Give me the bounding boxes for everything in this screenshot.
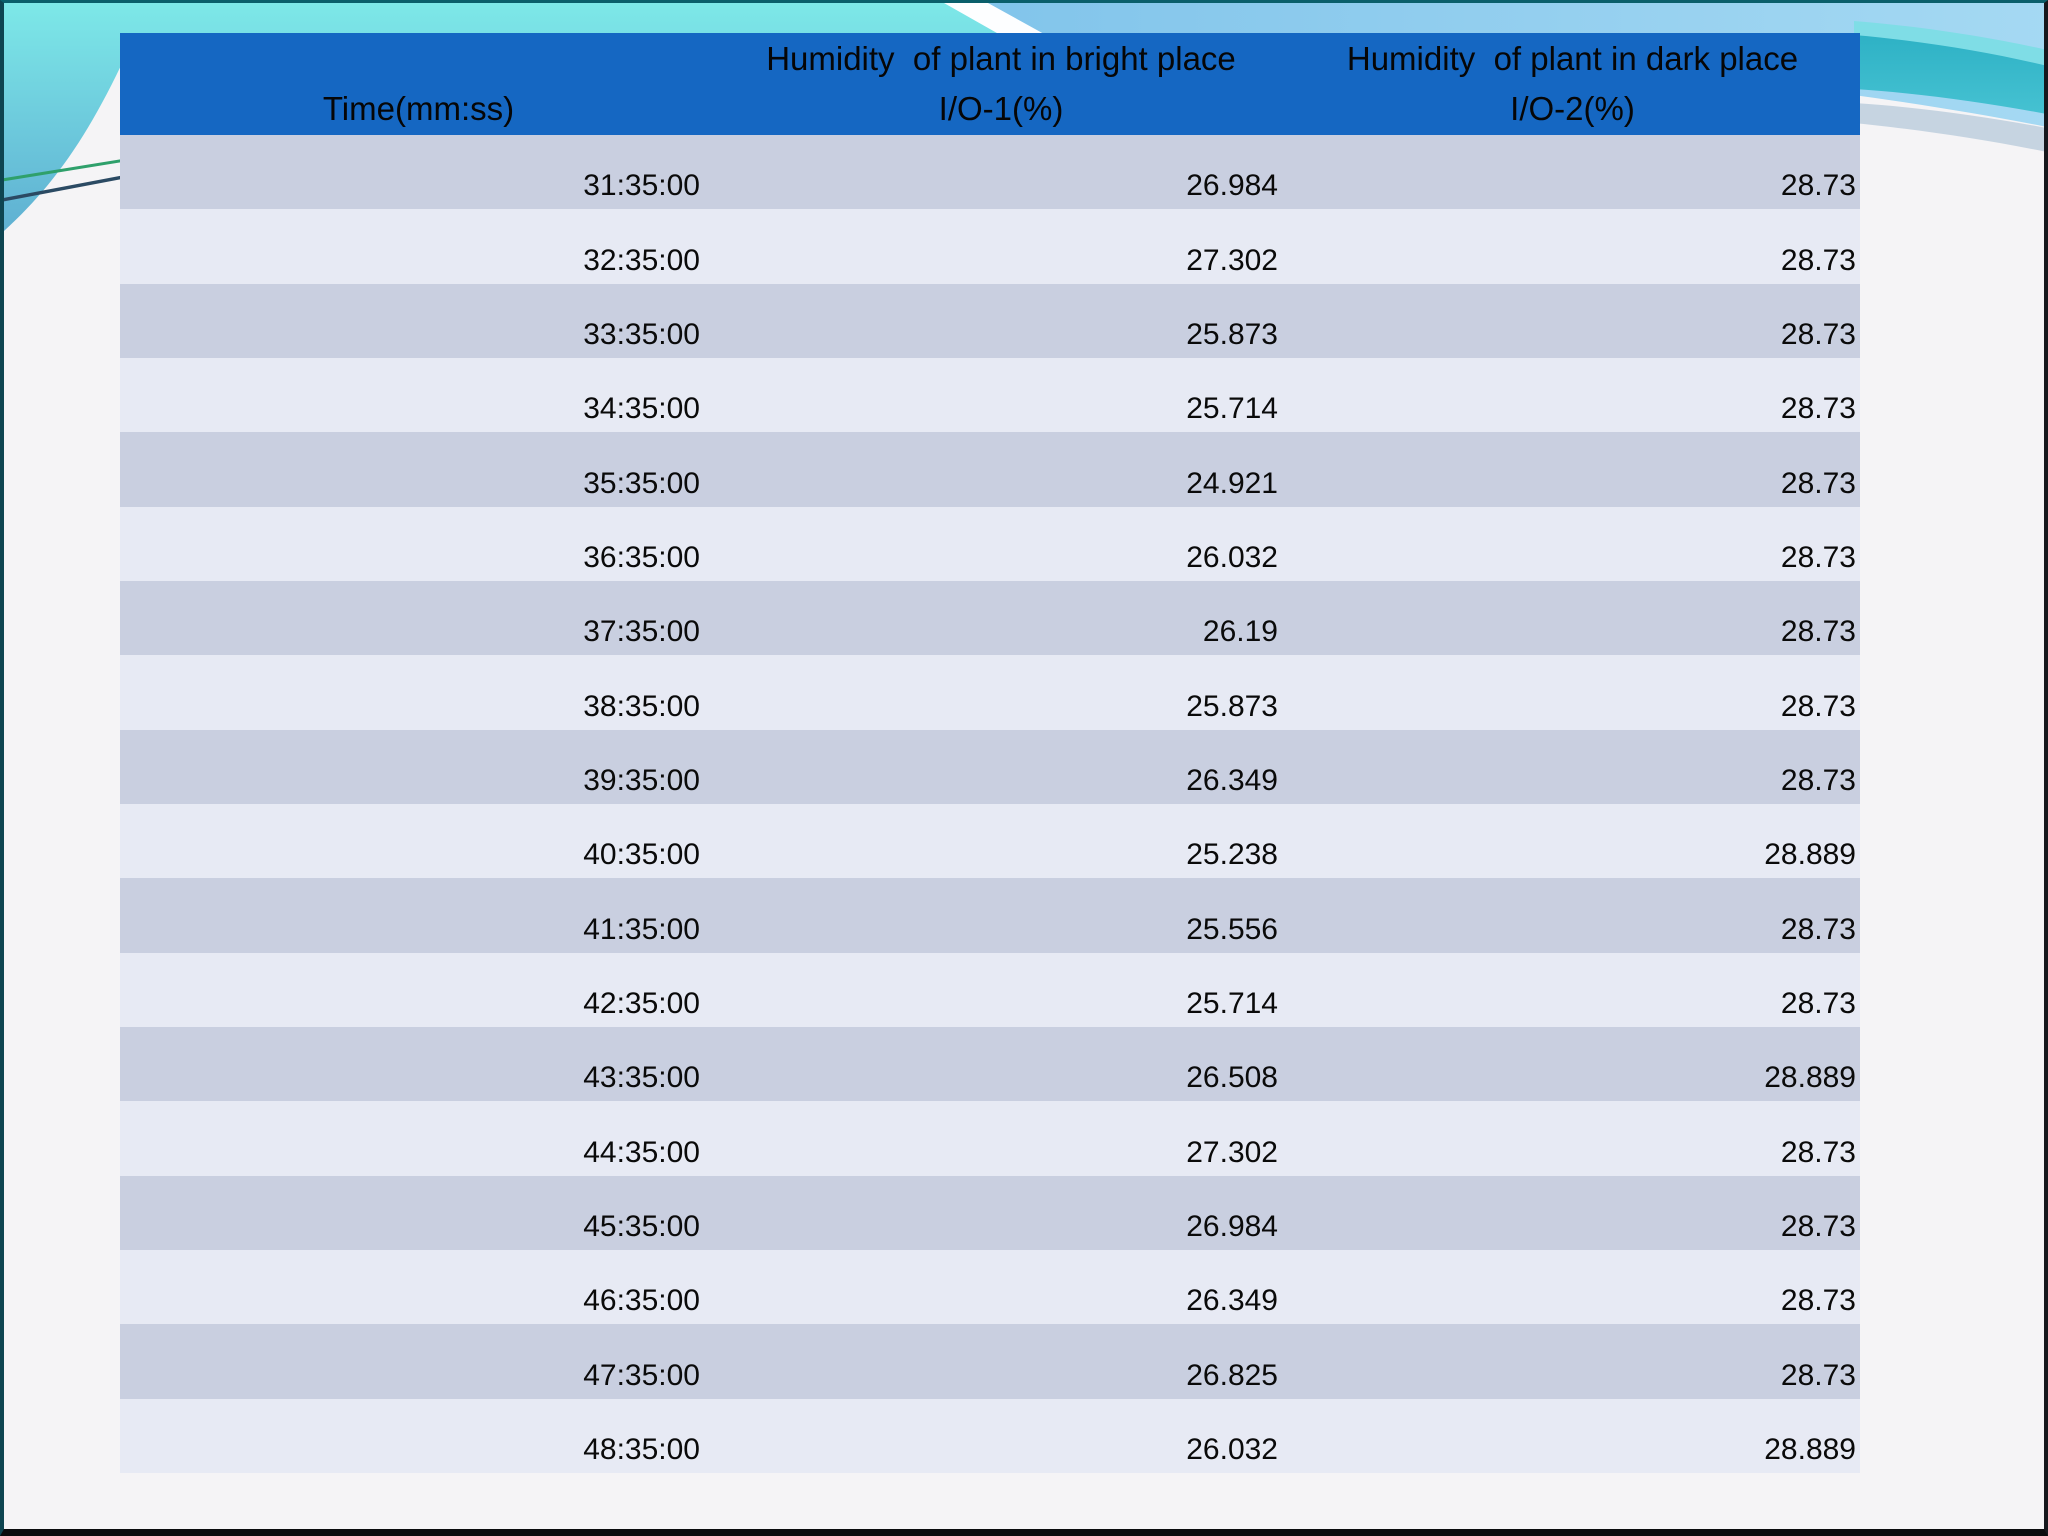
table-row: 44:35:00 27.302 28.73 <box>120 1101 1860 1176</box>
bright-humidity-cell: 26.032 <box>717 506 1285 581</box>
table-row: 37:35:00 26.19 28.73 <box>120 580 1860 656</box>
table-row: 32:35:00 27.302 28.73 <box>120 209 1860 284</box>
dark-humidity-cell: 28.73 <box>1285 1175 1860 1250</box>
time-cell: 46:35:00 <box>120 1249 717 1325</box>
dark-humidity-cell: 28.73 <box>1285 952 1860 1027</box>
time-cell: 34:35:00 <box>120 357 717 433</box>
bright-humidity-cell: 27.302 <box>717 209 1285 284</box>
col-header-time: Time(mm:ss) <box>120 33 717 135</box>
time-cell: 42:35:00 <box>120 952 717 1027</box>
dark-humidity-cell: 28.73 <box>1285 506 1860 581</box>
bright-humidity-cell: 25.873 <box>717 283 1285 358</box>
underband-shape <box>1854 103 2044 152</box>
bright-humidity-cell: 26.984 <box>717 1175 1285 1250</box>
table-row: 34:35:00 25.714 28.73 <box>120 357 1860 433</box>
dark-humidity-cell: 28.889 <box>1285 803 1860 879</box>
table-row: 38:35:00 25.873 28.73 <box>120 655 1860 730</box>
header-bright-line2: I/O-1(%) <box>938 89 1064 127</box>
table-row: 39:35:00 26.349 28.73 <box>120 729 1860 804</box>
accent-line-green <box>4 157 133 182</box>
time-cell: 33:35:00 <box>120 283 717 358</box>
time-cell: 48:35:00 <box>120 1398 717 1473</box>
table-body: 31:35:00 26.984 28.73 32:35:00 27.302 28… <box>120 135 1860 1473</box>
header-time-label: Time(mm:ss) <box>322 89 515 127</box>
time-cell: 31:35:00 <box>120 135 717 210</box>
bright-humidity-cell: 26.349 <box>717 1249 1285 1325</box>
time-cell: 35:35:00 <box>120 432 717 507</box>
aqua-corner-shape <box>4 3 1018 231</box>
header-dark-line2: I/O-2(%) <box>1510 89 1635 127</box>
header-bright-line1: Humidity of plant in bright place <box>766 40 1236 77</box>
time-cell: 32:35:00 <box>120 209 717 284</box>
dark-humidity-cell: 28.73 <box>1285 878 1860 953</box>
bright-humidity-cell: 26.825 <box>717 1324 1285 1399</box>
time-cell: 44:35:00 <box>120 1101 717 1176</box>
bright-humidity-cell: 26.349 <box>717 729 1285 804</box>
table-row: 48:35:00 26.032 28.889 <box>120 1398 1860 1473</box>
time-cell: 38:35:00 <box>120 655 717 730</box>
dark-humidity-cell: 28.73 <box>1285 135 1860 210</box>
dark-humidity-cell: 28.889 <box>1285 1398 1860 1473</box>
dark-humidity-cell: 28.73 <box>1285 209 1860 284</box>
bright-humidity-cell: 26.984 <box>717 135 1285 210</box>
dark-humidity-cell: 28.73 <box>1285 1324 1860 1399</box>
table-row: 47:35:00 26.825 28.73 <box>120 1324 1860 1399</box>
time-cell: 41:35:00 <box>120 878 717 953</box>
dark-humidity-cell: 28.73 <box>1285 580 1860 656</box>
bright-humidity-cell: 26.19 <box>717 580 1285 656</box>
time-cell: 47:35:00 <box>120 1324 717 1399</box>
table-row: 42:35:00 25.714 28.73 <box>120 952 1860 1027</box>
bright-humidity-cell: 25.714 <box>717 952 1285 1027</box>
table-row: 43:35:00 26.508 28.889 <box>120 1026 1860 1102</box>
time-cell: 39:35:00 <box>120 729 717 804</box>
col-header-dark: Humidity of plant in dark place I/O-2(%) <box>1285 33 1860 135</box>
bright-humidity-cell: 25.238 <box>717 803 1285 879</box>
bright-humidity-cell: 25.714 <box>717 357 1285 433</box>
dark-humidity-cell: 28.73 <box>1285 357 1860 433</box>
bright-humidity-cell: 26.032 <box>717 1398 1285 1473</box>
accent-line-dark <box>4 173 135 202</box>
bright-humidity-cell: 25.873 <box>717 655 1285 730</box>
table-row: 41:35:00 25.556 28.73 <box>120 878 1860 953</box>
table-row: 45:35:00 26.984 28.73 <box>120 1175 1860 1250</box>
dark-humidity-cell: 28.73 <box>1285 1249 1860 1325</box>
bright-humidity-cell: 27.302 <box>717 1101 1285 1176</box>
time-cell: 37:35:00 <box>120 580 717 656</box>
dark-humidity-cell: 28.73 <box>1285 432 1860 507</box>
table-row: 31:35:00 26.984 28.73 <box>120 135 1860 210</box>
dark-humidity-cell: 28.889 <box>1285 1026 1860 1102</box>
time-cell: 36:35:00 <box>120 506 717 581</box>
dark-humidity-cell: 28.73 <box>1285 729 1860 804</box>
bright-humidity-cell: 26.508 <box>717 1026 1285 1102</box>
table-row: 33:35:00 25.873 28.73 <box>120 283 1860 358</box>
teal-band-highlight <box>1854 21 2044 66</box>
dark-humidity-cell: 28.73 <box>1285 283 1860 358</box>
time-cell: 40:35:00 <box>120 803 717 879</box>
humidity-table: Time(mm:ss) Humidity of plant in bright … <box>120 33 1860 1473</box>
bright-humidity-cell: 24.921 <box>717 432 1285 507</box>
time-cell: 43:35:00 <box>120 1026 717 1102</box>
header-row: Time(mm:ss) Humidity of plant in bright … <box>120 33 1860 135</box>
col-header-bright: Humidity of plant in bright place I/O-1(… <box>717 33 1285 135</box>
dark-humidity-cell: 28.73 <box>1285 655 1860 730</box>
header-dark-line1: Humidity of plant in dark place <box>1346 40 1799 77</box>
table-header: Time(mm:ss) Humidity of plant in bright … <box>120 33 1860 135</box>
time-cell: 45:35:00 <box>120 1175 717 1250</box>
table-row: 36:35:00 26.032 28.73 <box>120 506 1860 581</box>
dark-humidity-cell: 28.73 <box>1285 1101 1860 1176</box>
table-row: 40:35:00 25.238 28.889 <box>120 803 1860 879</box>
table-row: 46:35:00 26.349 28.73 <box>120 1249 1860 1325</box>
table-row: 35:35:00 24.921 28.73 <box>120 432 1860 507</box>
bright-humidity-cell: 25.556 <box>717 878 1285 953</box>
